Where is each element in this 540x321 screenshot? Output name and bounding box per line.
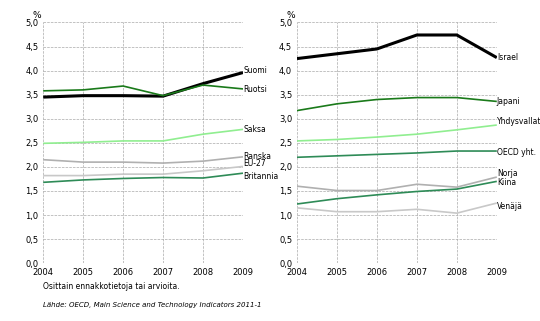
Text: Saksa: Saksa [243,125,266,134]
Text: Venäjä: Venäjä [497,202,523,211]
Text: Suomi: Suomi [243,65,267,75]
Text: Osittain ennakkotietoja tai arvioita.: Osittain ennakkotietoja tai arvioita. [43,282,180,291]
Text: Norja: Norja [497,169,517,178]
Text: %: % [286,11,295,20]
Text: %: % [32,11,41,20]
Text: Japani: Japani [497,97,521,106]
Text: Lähde: OECD, Main Science and Technology Indicators 2011-1: Lähde: OECD, Main Science and Technology… [43,302,262,308]
Text: Ranska: Ranska [243,152,271,161]
Text: OECD yht.: OECD yht. [497,148,536,157]
Text: EU-27: EU-27 [243,159,266,168]
Text: Ruotsi: Ruotsi [243,85,267,94]
Text: Yhdysvallat: Yhdysvallat [497,117,540,126]
Text: Kiina: Kiina [497,178,516,187]
Text: Israel: Israel [497,53,518,62]
Text: Britannia: Britannia [243,171,278,181]
